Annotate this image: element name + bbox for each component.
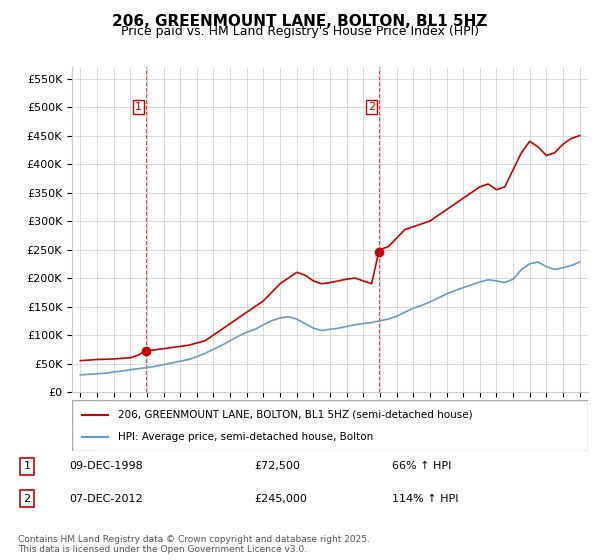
Text: £245,000: £245,000 xyxy=(254,494,307,503)
Text: 1: 1 xyxy=(135,102,142,112)
Text: 206, GREENMOUNT LANE, BOLTON, BL1 5HZ (semi-detached house): 206, GREENMOUNT LANE, BOLTON, BL1 5HZ (s… xyxy=(118,409,473,419)
Text: 2: 2 xyxy=(23,494,31,503)
Text: 07-DEC-2012: 07-DEC-2012 xyxy=(70,494,143,503)
Text: HPI: Average price, semi-detached house, Bolton: HPI: Average price, semi-detached house,… xyxy=(118,432,374,442)
Text: 2: 2 xyxy=(368,102,375,112)
FancyBboxPatch shape xyxy=(72,400,588,451)
Text: 114% ↑ HPI: 114% ↑ HPI xyxy=(392,494,458,503)
Text: 1: 1 xyxy=(23,461,31,472)
Text: 66% ↑ HPI: 66% ↑ HPI xyxy=(392,461,452,472)
Text: 09-DEC-1998: 09-DEC-1998 xyxy=(70,461,143,472)
Text: Contains HM Land Registry data © Crown copyright and database right 2025.
This d: Contains HM Land Registry data © Crown c… xyxy=(18,535,370,554)
Text: 206, GREENMOUNT LANE, BOLTON, BL1 5HZ: 206, GREENMOUNT LANE, BOLTON, BL1 5HZ xyxy=(112,14,488,29)
Text: £72,500: £72,500 xyxy=(254,461,300,472)
Text: Price paid vs. HM Land Registry's House Price Index (HPI): Price paid vs. HM Land Registry's House … xyxy=(121,25,479,38)
